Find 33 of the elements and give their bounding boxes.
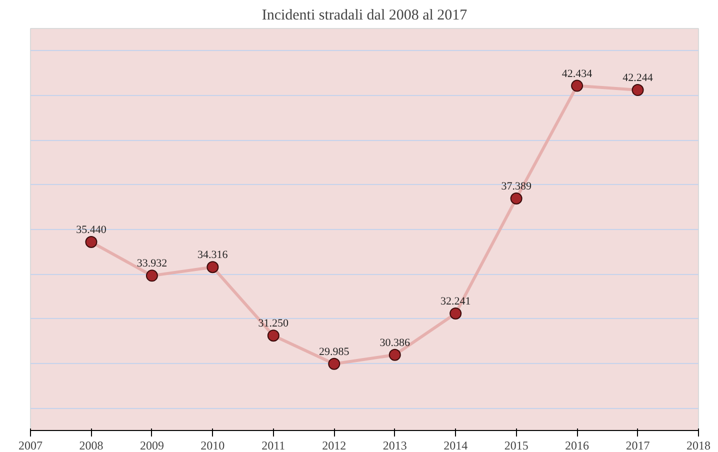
data-label: 42.244 <box>622 72 654 84</box>
point <box>632 84 644 96</box>
point <box>328 358 340 370</box>
data-label: 35.440 <box>76 224 107 236</box>
point <box>388 348 401 361</box>
x-tick-label: 2012 <box>322 438 346 452</box>
x-tick-label: 2017 <box>626 438 650 452</box>
data-label: 31.250 <box>258 318 290 330</box>
data-label: 34.316 <box>198 249 228 262</box>
x-tick-label: 2008 <box>79 438 104 452</box>
x-tick-label: 2016 <box>565 438 590 452</box>
x-tick-label: 2015 <box>504 438 528 452</box>
x-tick-label: 2009 <box>140 438 164 452</box>
data-label: 42.434 <box>562 68 593 80</box>
x-tick-label: 2013 <box>382 438 407 452</box>
data-label: 29.985 <box>319 346 350 358</box>
x-tick-label: 2014 <box>444 438 468 452</box>
point <box>146 270 158 282</box>
x-tick-label: 2011 <box>262 438 286 452</box>
x-tick-label: 2018 <box>686 438 710 452</box>
data-label: 30.386 <box>380 336 410 349</box>
x-tick-label: 2010 <box>200 438 225 452</box>
point <box>510 192 522 204</box>
data-label: 37.389 <box>501 180 532 192</box>
point <box>450 307 462 320</box>
chart-title: Incidenti stradali dal 2008 al 2017 <box>262 8 468 24</box>
data-label: 32.241 <box>440 295 471 308</box>
data-label: 33.932 <box>136 258 168 270</box>
point <box>206 261 219 274</box>
x-tick-label: 2007 <box>18 438 42 452</box>
point <box>267 330 280 342</box>
point <box>85 236 98 248</box>
point <box>571 80 584 92</box>
